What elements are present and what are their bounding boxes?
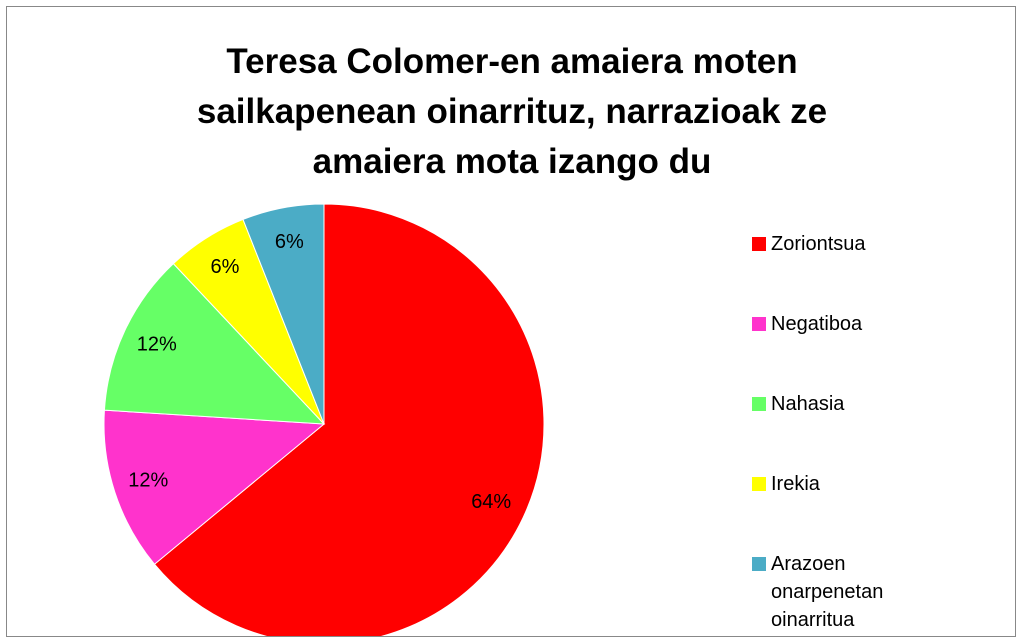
legend-swatch <box>752 397 766 411</box>
pie-slice <box>242 203 325 425</box>
legend-item: Nahasia <box>752 390 902 418</box>
legend-label: Negatiboa <box>771 313 863 335</box>
legend-swatch <box>752 477 766 491</box>
pie-area: 64% 12% 12% 6% 6% <box>103 203 545 636</box>
legend-item: Zoriontsua <box>752 230 902 258</box>
legend-swatch <box>752 237 766 251</box>
legend-label: Zoriontsua <box>771 233 866 255</box>
pie-slice <box>103 409 326 565</box>
pie-slice <box>153 203 545 636</box>
data-label: 12% <box>137 334 177 356</box>
data-label: 6% <box>211 256 240 278</box>
legend-swatch <box>752 317 766 331</box>
legend-item: Negatiboa <box>752 310 902 338</box>
pie-slice <box>103 262 326 425</box>
data-label: 12% <box>128 469 168 491</box>
chart-title: Teresa Colomer-en amaiera moten sailkape… <box>196 42 828 181</box>
legend-label: Arazoen onarpenetan oinarritua <box>771 553 884 631</box>
legend-label: Irekia <box>771 473 820 495</box>
data-label: 6% <box>275 231 304 253</box>
legend-swatch <box>752 557 766 571</box>
legend-item: Arazoen onarpenetan oinarritua <box>752 550 902 634</box>
chart: 64% 12% 12% 6% 6% Teresa Colomer-en amaiera … <box>6 6 1016 637</box>
legend-item: Irekia <box>752 470 902 498</box>
legend-label: Nahasia <box>771 393 845 415</box>
data-label: 64% <box>471 491 511 513</box>
